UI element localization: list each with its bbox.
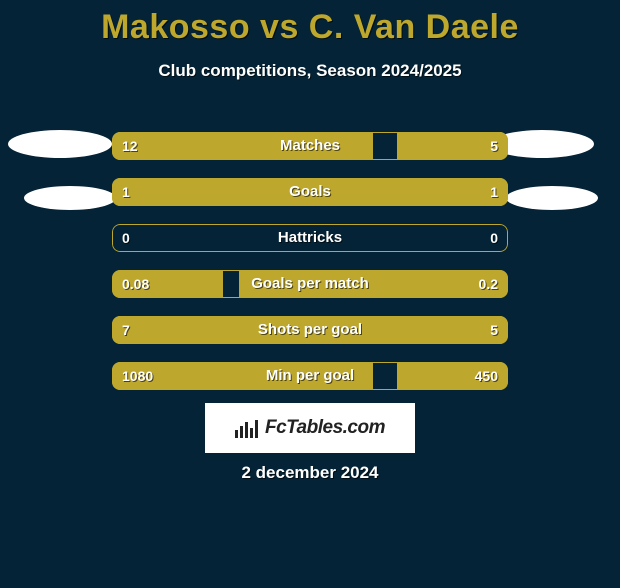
stat-value-left: 7 <box>122 316 130 344</box>
stat-row: Goals per match0.08 0.2 <box>112 270 508 298</box>
stat-row: Matches12 5 <box>112 132 508 160</box>
stat-row: Hattricks0 0 <box>112 224 508 252</box>
stat-label: Matches <box>112 132 508 160</box>
stat-value-left: 0 <box>122 224 130 252</box>
stat-value-left: 1 <box>122 178 130 206</box>
stat-row: Goals1 1 <box>112 178 508 206</box>
stat-value-right: 0 <box>490 224 498 252</box>
stat-label: Min per goal <box>112 362 508 390</box>
stat-value-left: 0.08 <box>122 270 149 298</box>
comparison-rows: Matches12 5 Goals1 1 Hattricks0 0 Goals per ma… <box>112 132 508 408</box>
stat-value-left: 12 <box>122 132 138 160</box>
stat-row: Shots per goal7 5 <box>112 316 508 344</box>
stat-value-right: 0.2 <box>479 270 498 298</box>
footer-date: 2 december 2024 <box>0 463 620 483</box>
stat-value-right: 450 <box>475 362 498 390</box>
page-subtitle: Club competitions, Season 2024/2025 <box>0 61 620 81</box>
stat-value-right: 5 <box>490 316 498 344</box>
stat-label: Hattricks <box>112 224 508 252</box>
badge-text: FcTables.com <box>265 417 385 439</box>
stat-label: Goals per match <box>112 270 508 298</box>
player-photo-placeholder <box>506 186 598 210</box>
page-title: Makosso vs C. Van Daele <box>0 8 620 47</box>
fctables-badge[interactable]: FcTables.com <box>205 403 415 453</box>
stat-label: Goals <box>112 178 508 206</box>
stat-value-left: 1080 <box>122 362 153 390</box>
stat-value-right: 1 <box>490 178 498 206</box>
bars-icon <box>235 418 259 438</box>
player-photo-placeholder <box>8 130 112 158</box>
stat-row: Min per goal1080 450 <box>112 362 508 390</box>
stat-value-right: 5 <box>490 132 498 160</box>
player-photo-placeholder <box>24 186 116 210</box>
stat-label: Shots per goal <box>112 316 508 344</box>
